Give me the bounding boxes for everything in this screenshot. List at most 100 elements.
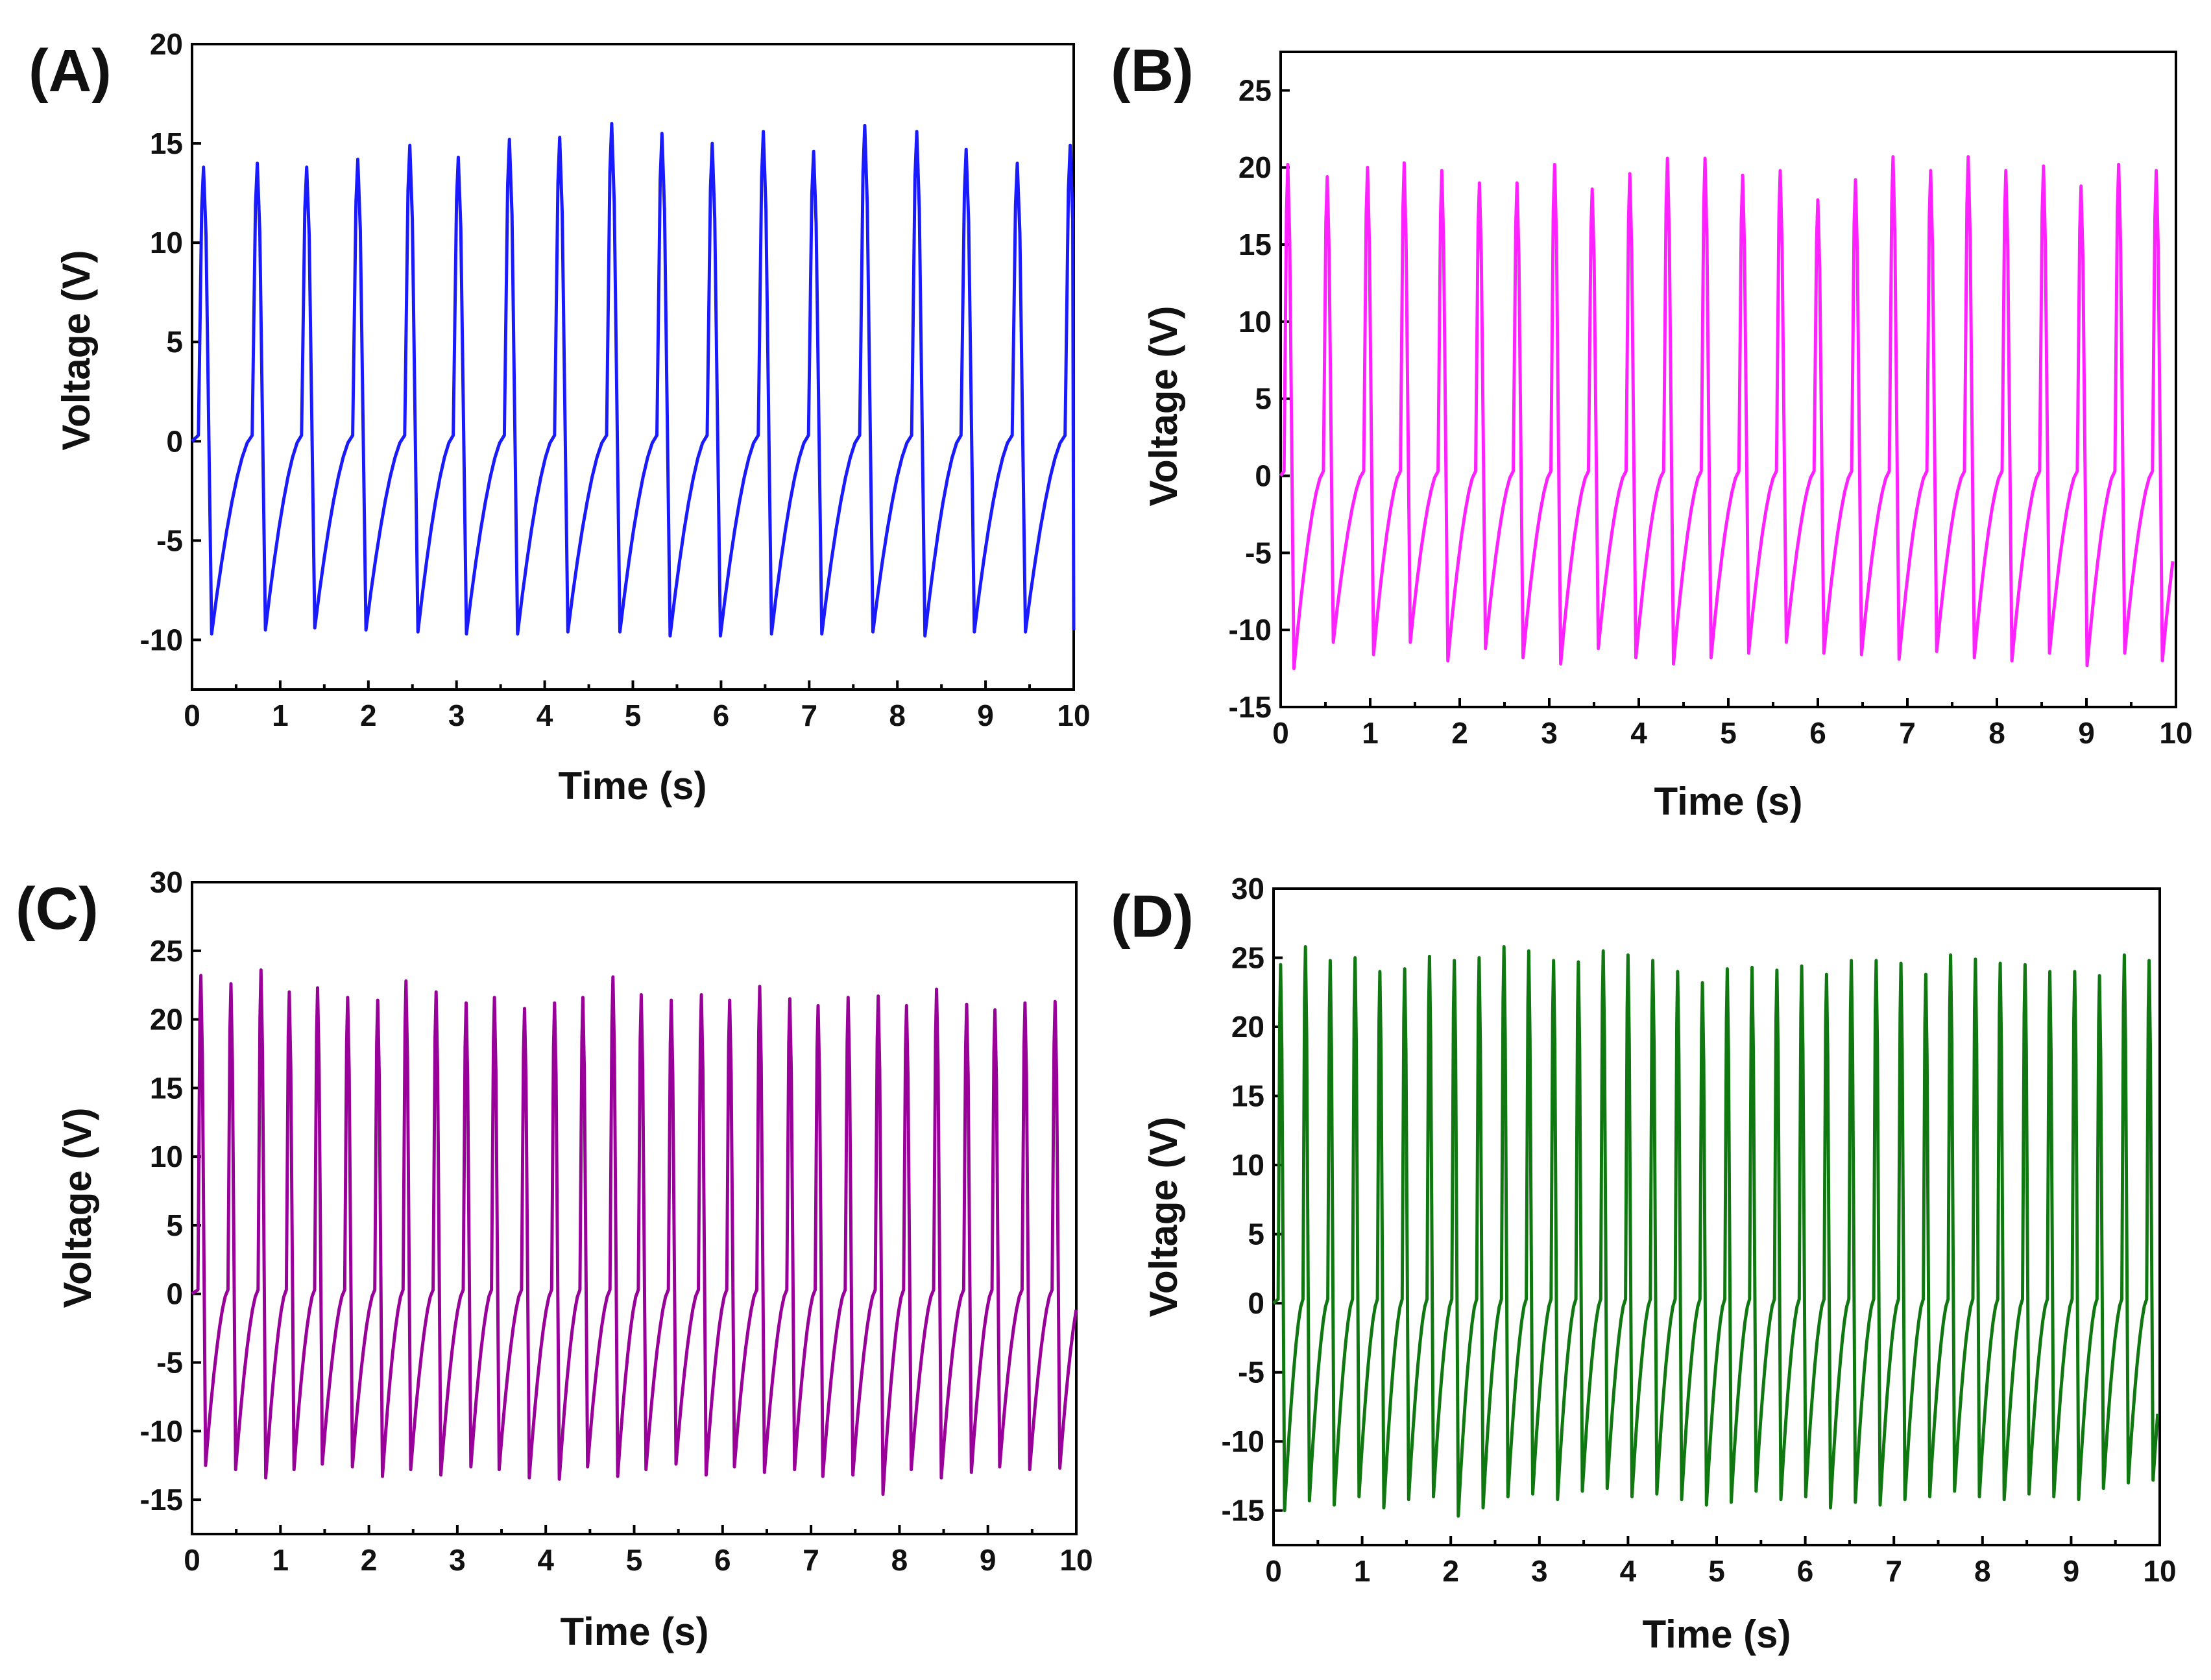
- panel-c-peak-point: [612, 976, 614, 978]
- panel-d-peak-point: [1304, 945, 1307, 948]
- panel-d-y-tick-label: 10: [1231, 1148, 1264, 1182]
- panel-b-peak-point: [1591, 188, 1593, 191]
- panel-a-peak-point: [202, 166, 205, 169]
- panel-d-peak-point: [1900, 962, 1902, 965]
- panel-b-peak-point: [1478, 182, 1480, 184]
- panel-d-peak-point: [1999, 962, 2001, 965]
- panel-c-peak-point: [817, 1004, 819, 1007]
- panel-b-x-tick-label: 7: [1899, 716, 1916, 750]
- panel-a-y-tick-label: 5: [166, 325, 183, 359]
- panel-d-peak-point: [1553, 959, 1555, 962]
- panel-a-peak-point: [409, 144, 411, 147]
- panel-b-peak-point: [2080, 185, 2083, 187]
- panel-c-peak-point: [523, 1007, 526, 1010]
- panel-c-y-tick-label: -10: [140, 1414, 183, 1448]
- panel-d-y-tick-label: -15: [1222, 1494, 1264, 1528]
- panel-c-x-tick-label: 2: [361, 1543, 378, 1577]
- panel-a-peak-point: [812, 150, 815, 152]
- panel-b-peak-point: [1516, 182, 1518, 184]
- panel-c-peak-point: [493, 996, 496, 999]
- panel-b-x-axis-title: Time (s): [1654, 780, 1803, 823]
- panel-d-x-tick-label: 7: [1885, 1554, 1902, 1588]
- panel-b-x-tick-label: 10: [2159, 716, 2192, 750]
- panel-b-peak-point: [1403, 162, 1405, 164]
- panel-a-peak-point: [965, 148, 967, 150]
- panel-d-peak-point: [1676, 970, 1679, 973]
- panel-b-x-tick-label: 5: [1720, 716, 1737, 750]
- panel-d-peak-point: [1478, 957, 1480, 959]
- panel-d-peak-point: [1974, 958, 1977, 961]
- panel-d-peak-point: [1329, 959, 1331, 962]
- panel-c-y-tick-label: -5: [156, 1346, 183, 1380]
- panel-d-peak-point: [1403, 968, 1406, 970]
- panel-b-peak-point: [1628, 173, 1631, 175]
- panel-a-ticks: 0 1 2 3 4 5 6 7 8 9 10 -10 -5 0 5 10 15 20: [140, 27, 1091, 732]
- panel-b-peak-point: [2155, 169, 2158, 172]
- panel-d-peak-point: [1602, 950, 1604, 952]
- panel-d-peak-point: [1379, 970, 1381, 973]
- panel-c-peak-point: [788, 998, 791, 1000]
- panel-d-x-tick-label: 0: [1265, 1554, 1282, 1588]
- panel-b-x-tick-label: 3: [1541, 716, 1558, 750]
- panel-d-y-tick-label: 0: [1248, 1286, 1264, 1320]
- panel-d-x-tick-label: 2: [1442, 1554, 1459, 1588]
- panel-d-peak-point: [2148, 959, 2151, 962]
- panel-b-y-tick-label: -15: [1229, 690, 1272, 724]
- panel-b-x-tick-label: 8: [1988, 716, 2005, 750]
- panel-b-y-tick-label: 25: [1238, 73, 1272, 107]
- panel-b-voltage-line: [1279, 155, 2175, 671]
- panel-d-ticks: 0 1 2 3 4 5 6 7 8 9 10 -15 -10 -5 0 5 10 15 20 25 30: [1222, 872, 2177, 1588]
- panel-a-peak-point: [864, 125, 866, 127]
- panel-a-peak-point: [508, 138, 511, 141]
- panel-d-y-tick-label: 15: [1231, 1079, 1264, 1113]
- panel-d-peak-point: [1751, 966, 1754, 968]
- panel-a-x-tick-label: 10: [1057, 699, 1090, 732]
- panel-b-y-tick-label: -10: [1229, 613, 1272, 647]
- panel-b-x-tick-label: 6: [1809, 716, 1826, 750]
- panel-a-peak-point: [306, 166, 308, 169]
- panel-a-voltage-line: [191, 122, 1076, 638]
- panel-a-x-tick-label: 2: [360, 699, 377, 732]
- panel-d-peak-point: [1776, 969, 1778, 972]
- panel-d-peak-point: [1701, 981, 1704, 984]
- panel-c-peak-point: [905, 1004, 908, 1007]
- panel-a-letter: (A): [29, 38, 112, 104]
- panel-a-x-axis-title: Time (s): [559, 764, 707, 808]
- panel-c-x-axis-title: Time (s): [561, 1610, 709, 1653]
- panel-b-y-tick-label: -5: [1245, 536, 1272, 570]
- panel-d-peak-point: [1825, 973, 1828, 976]
- panel-b-peak-point: [1553, 163, 1556, 165]
- panel-c-peak-point: [936, 988, 938, 990]
- panel-c-x-tick-label: 6: [714, 1543, 731, 1577]
- panel-b-x-tick-label: 2: [1451, 716, 1468, 750]
- panel-d-peak-point: [1726, 968, 1728, 970]
- panel-d-peak-point: [1924, 973, 1927, 976]
- panel-d-x-tick-label: 5: [1708, 1554, 1725, 1588]
- panel-c-x-tick-label: 0: [184, 1543, 200, 1577]
- panel-d-y-tick-label: -5: [1238, 1356, 1264, 1389]
- panel-a-x-tick-label: 7: [801, 699, 818, 732]
- panel-d-peak-point: [1503, 945, 1505, 948]
- panel-b-peak-point: [2042, 165, 2045, 167]
- panel-c-x-tick-label: 9: [980, 1543, 997, 1577]
- panel-a-peak-point: [660, 132, 663, 135]
- panel-c-x-tick-label: 5: [626, 1543, 643, 1577]
- panel-c-ticks: 0 1 2 3 4 5 6 7 8 9 10 -15 -10 -5 0 5 10 15 20 25 30: [140, 865, 1093, 1577]
- panel-c-y-tick-label: -15: [140, 1483, 183, 1517]
- panel-b-peak-point: [1929, 169, 1932, 172]
- panel-d-x-tick-label: 4: [1620, 1554, 1637, 1588]
- panel-b-peak-point: [2118, 163, 2120, 165]
- panel-c-peak-point: [670, 999, 673, 1002]
- panel-c-x-tick-label: 1: [272, 1543, 289, 1577]
- panel-d-x-tick-label: 1: [1354, 1554, 1371, 1588]
- panel-c-y-axis-title: Voltage (V): [56, 1108, 99, 1308]
- panel-b-peak-point: [1817, 198, 1819, 201]
- panel-d-peak-point: [1428, 955, 1431, 957]
- panel-c-series: [191, 968, 1078, 1496]
- panel-a-peak-point: [1069, 144, 1072, 147]
- panel-a-peak-point: [559, 136, 561, 139]
- panel-c-peak-point: [346, 996, 349, 999]
- panel-c-voltage-line: [191, 968, 1078, 1496]
- panel-c-y-tick-label: 0: [166, 1277, 183, 1311]
- panel-d-x-tick-label: 9: [2063, 1554, 2080, 1588]
